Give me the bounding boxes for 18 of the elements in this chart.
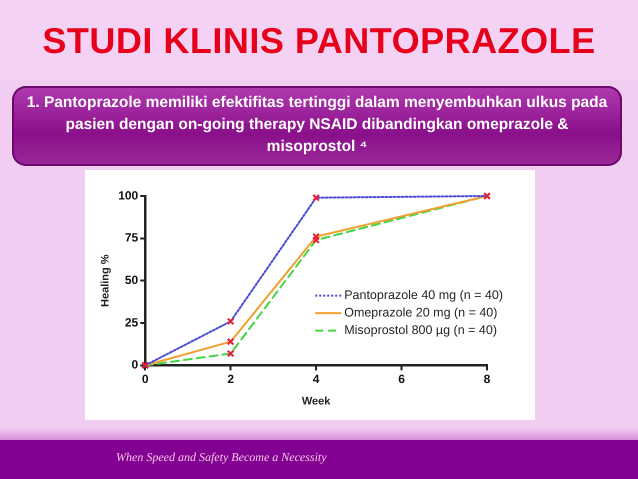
chart-title: STUDI KLINIS PANTOPRAZOLE <box>41 20 597 62</box>
legend-label: Pantoprazole 40 mg (n = 40) <box>344 288 504 302</box>
y-tick-label: 100 <box>118 188 139 202</box>
x-tick-label: 4 <box>312 372 320 386</box>
x-tick-label: 2 <box>227 372 234 386</box>
y-tick-label: 0 <box>132 358 139 372</box>
y-axis-title: Healing % <box>100 254 112 307</box>
legend-label: Misoprostol 800 µg (n = 40) <box>344 323 497 338</box>
y-tick-label: 50 <box>124 273 139 288</box>
y-tick-label: 25 <box>124 315 139 330</box>
x-tick-label: 0 <box>142 372 149 386</box>
text: When Speed and Safety Become a Necessity <box>116 450 327 465</box>
x-tick-label: 8 <box>484 372 491 386</box>
chart-subtitle: 1. Pantoprazole memiliki efektifitas tertinggi dalam menyembuhkan ulkus pada pasien dengan on-going therapy NSAID dibandingkan omeprazole & misoprostol ⁴ <box>26 93 608 157</box>
x-tick-label: 6 <box>398 372 406 386</box>
x-axis-title: Week <box>302 395 332 408</box>
legend-label: Omeprazole 20 mg (n = 40) <box>344 306 498 320</box>
y-tick-label: 75 <box>124 230 139 245</box>
